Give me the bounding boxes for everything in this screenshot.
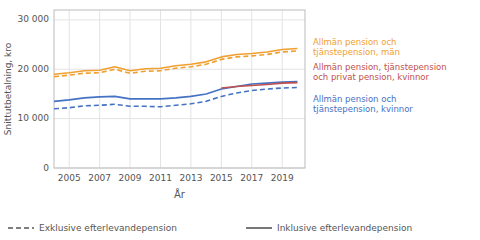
y-grid-line xyxy=(54,118,305,119)
y-grid-line xyxy=(54,19,305,20)
y-tick-label: 20 000 xyxy=(18,64,50,74)
annotation: Allmän pension, tjänstepensionoch privat… xyxy=(313,62,447,82)
x-tick-label: 2013 xyxy=(179,173,202,183)
x-tick-label: 2005 xyxy=(58,173,81,183)
y-axis-label: Snittutbetalning, kro xyxy=(3,42,13,135)
x-grid-line xyxy=(99,10,100,168)
annotation: Allmän pension ochtjänstepension, män xyxy=(313,37,400,57)
annotation-line: och privat pension, kvinnor xyxy=(313,72,430,82)
y-tick-labels: 0 10 000 20 000 30 000 xyxy=(18,14,50,172)
legend-label: Inklusive efterlevandepension xyxy=(277,223,412,233)
x-grid-line xyxy=(160,10,161,168)
x-grid-line xyxy=(69,10,70,168)
series-line xyxy=(54,88,297,109)
grid xyxy=(54,10,305,168)
annotation: Allmän pension ochtjänstepension, kvinno… xyxy=(313,94,413,114)
x-tick-labels: 2005 2007 2009 2011 2013 2015 2017 2019 xyxy=(58,173,294,183)
x-tick-label: 2011 xyxy=(149,173,172,183)
x-tick-label: 2009 xyxy=(119,173,142,183)
annotation-line: Allmän pension och xyxy=(313,94,396,104)
annotation-line: tjänstepension, män xyxy=(313,47,400,57)
x-axis-label: År xyxy=(174,188,186,200)
annotation-line: Allmän pension och xyxy=(313,37,396,47)
annotation-line: tjänstepension, kvinnor xyxy=(313,104,413,114)
x-tick-label: 2017 xyxy=(240,173,263,183)
series-line xyxy=(54,82,297,102)
series-line xyxy=(54,49,297,75)
x-grid-line xyxy=(130,10,131,168)
y-tick-label: 0 xyxy=(43,163,49,173)
y-tick-label: 10 000 xyxy=(18,113,50,123)
legend-sample xyxy=(246,227,272,229)
y-tick-label: 30 000 xyxy=(18,14,50,24)
x-grid-line xyxy=(190,10,191,168)
legend-label: Exklusive efterlevandepension xyxy=(39,223,177,233)
chart: 010 00020 00030 000200520072009201120132… xyxy=(0,0,480,240)
lines xyxy=(54,49,297,109)
annotation-line: Allmän pension, tjänstepension xyxy=(313,62,447,72)
annotations: Allmän pension ochtjänstepension, mänAll… xyxy=(8,37,447,233)
series-line xyxy=(54,51,297,77)
x-tick-label: 2015 xyxy=(210,173,233,183)
plot-frame xyxy=(54,10,305,168)
series-line xyxy=(221,83,297,88)
x-grid-line xyxy=(282,10,283,168)
legend-sample xyxy=(8,227,34,229)
x-grid-line xyxy=(251,10,252,168)
x-tick-label: 2007 xyxy=(88,173,111,183)
x-tick-label: 2019 xyxy=(271,173,294,183)
y-grid-line xyxy=(54,69,305,70)
